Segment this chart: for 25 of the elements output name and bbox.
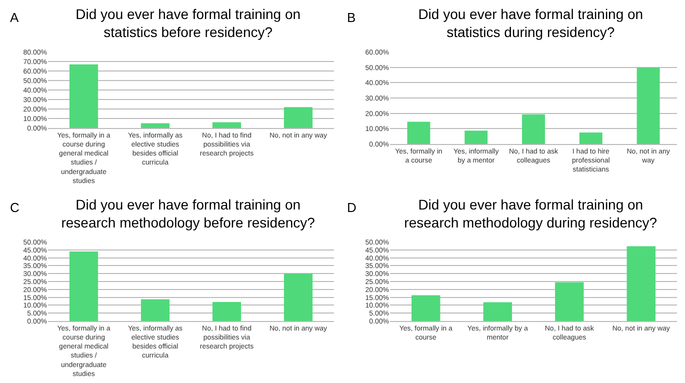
chart-title: Did you ever have formal training on statistics before residency? (76, 6, 301, 40)
bar (555, 282, 584, 321)
bar (636, 68, 660, 144)
bar (69, 64, 98, 128)
chart-title: Did you ever have formal training on research methodology during residency? (404, 196, 658, 230)
text: B (347, 10, 356, 25)
chart-title: Did you ever have formal training on statistics during residency? (418, 6, 644, 40)
bar (69, 251, 98, 321)
bar (212, 122, 242, 128)
text: A (10, 10, 19, 25)
bar (140, 299, 170, 321)
text: D (347, 200, 356, 215)
bar (483, 302, 512, 321)
chart-title: Did you ever have formal training on research methodology before residency? (61, 196, 316, 230)
bar (464, 130, 488, 144)
bar (284, 274, 313, 321)
bar (284, 107, 313, 128)
bar (140, 123, 170, 128)
bar (212, 302, 242, 321)
bar (626, 246, 656, 321)
text: C (10, 200, 20, 215)
bar (407, 122, 430, 144)
bar (522, 114, 545, 144)
bar (579, 132, 602, 144)
bar (412, 295, 440, 321)
